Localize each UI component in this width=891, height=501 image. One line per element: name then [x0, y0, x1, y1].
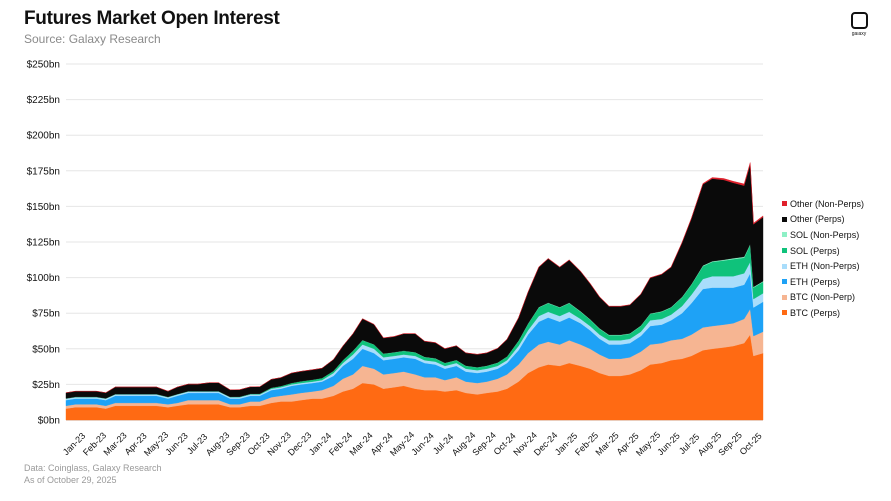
y-tick-label: $225bn	[27, 95, 60, 106]
galaxy-logo: galaxy	[847, 12, 871, 37]
legend-swatch	[782, 263, 787, 269]
legend-label: Other (Perps)	[790, 214, 845, 225]
y-tick-label: $0bn	[38, 416, 60, 427]
legend-label: Other (Non-Perps)	[790, 198, 865, 209]
y-tick-label: $50bn	[32, 344, 60, 355]
legend-label: SOL (Perps)	[790, 245, 840, 256]
y-tick-label: $25bn	[32, 380, 60, 391]
data-source-note: Data: Coinglass, Galaxy Research	[24, 463, 162, 473]
y-tick-label: $125bn	[27, 238, 60, 249]
chart-title: Futures Market Open Interest	[24, 8, 280, 29]
as-of-date-note: As of October 29, 2025	[24, 475, 117, 485]
legend-label: ETH (Non-Perps)	[790, 261, 860, 272]
legend-item-eth-perps: ETH (Perps)	[782, 274, 864, 290]
y-tick-label: $100bn	[27, 273, 60, 284]
legend-item-btc-perps: BTC (Perps)	[782, 305, 864, 321]
legend-label: BTC (Non-Perp)	[790, 292, 856, 303]
chart-subtitle: Source: Galaxy Research	[24, 32, 161, 46]
legend-label: ETH (Perps)	[790, 276, 841, 287]
legend-swatch	[782, 232, 787, 238]
y-tick-label: $75bn	[32, 309, 60, 320]
legend-item-other-perps: Other (Perps)	[782, 212, 864, 228]
y-tick-label: $200bn	[27, 131, 60, 142]
legend-item-other-non-perps: Other (Non-Perps)	[782, 196, 864, 212]
legend-swatch	[782, 248, 787, 254]
legend-item-btc-non-perp: BTC (Non-Perp)	[782, 290, 864, 306]
legend-swatch	[782, 310, 787, 316]
chart-legend: Other (Non-Perps) Other (Perps) SOL (Non-P…	[782, 196, 864, 321]
y-tick-label: $175bn	[27, 166, 60, 177]
y-tick-label: $250bn	[27, 60, 60, 71]
legend-swatch	[782, 294, 787, 300]
legend-swatch	[782, 279, 787, 285]
legend-label: SOL (Non-Perps)	[790, 229, 860, 240]
galaxy-logo-label: galaxy	[851, 31, 867, 37]
legend-item-sol-perps: SOL (Perps)	[782, 243, 864, 259]
legend-label: BTC (Perps)	[790, 307, 841, 318]
legend-swatch	[782, 216, 787, 222]
legend-item-eth-non-perps: ETH (Non-Perps)	[782, 258, 864, 274]
legend-swatch	[782, 201, 787, 207]
y-tick-label: $150bn	[27, 202, 60, 213]
legend-item-sol-non-perps: SOL (Non-Perps)	[782, 227, 864, 243]
series-area-other-non-perps	[65, 162, 764, 393]
galaxy-logo-icon	[850, 12, 868, 32]
